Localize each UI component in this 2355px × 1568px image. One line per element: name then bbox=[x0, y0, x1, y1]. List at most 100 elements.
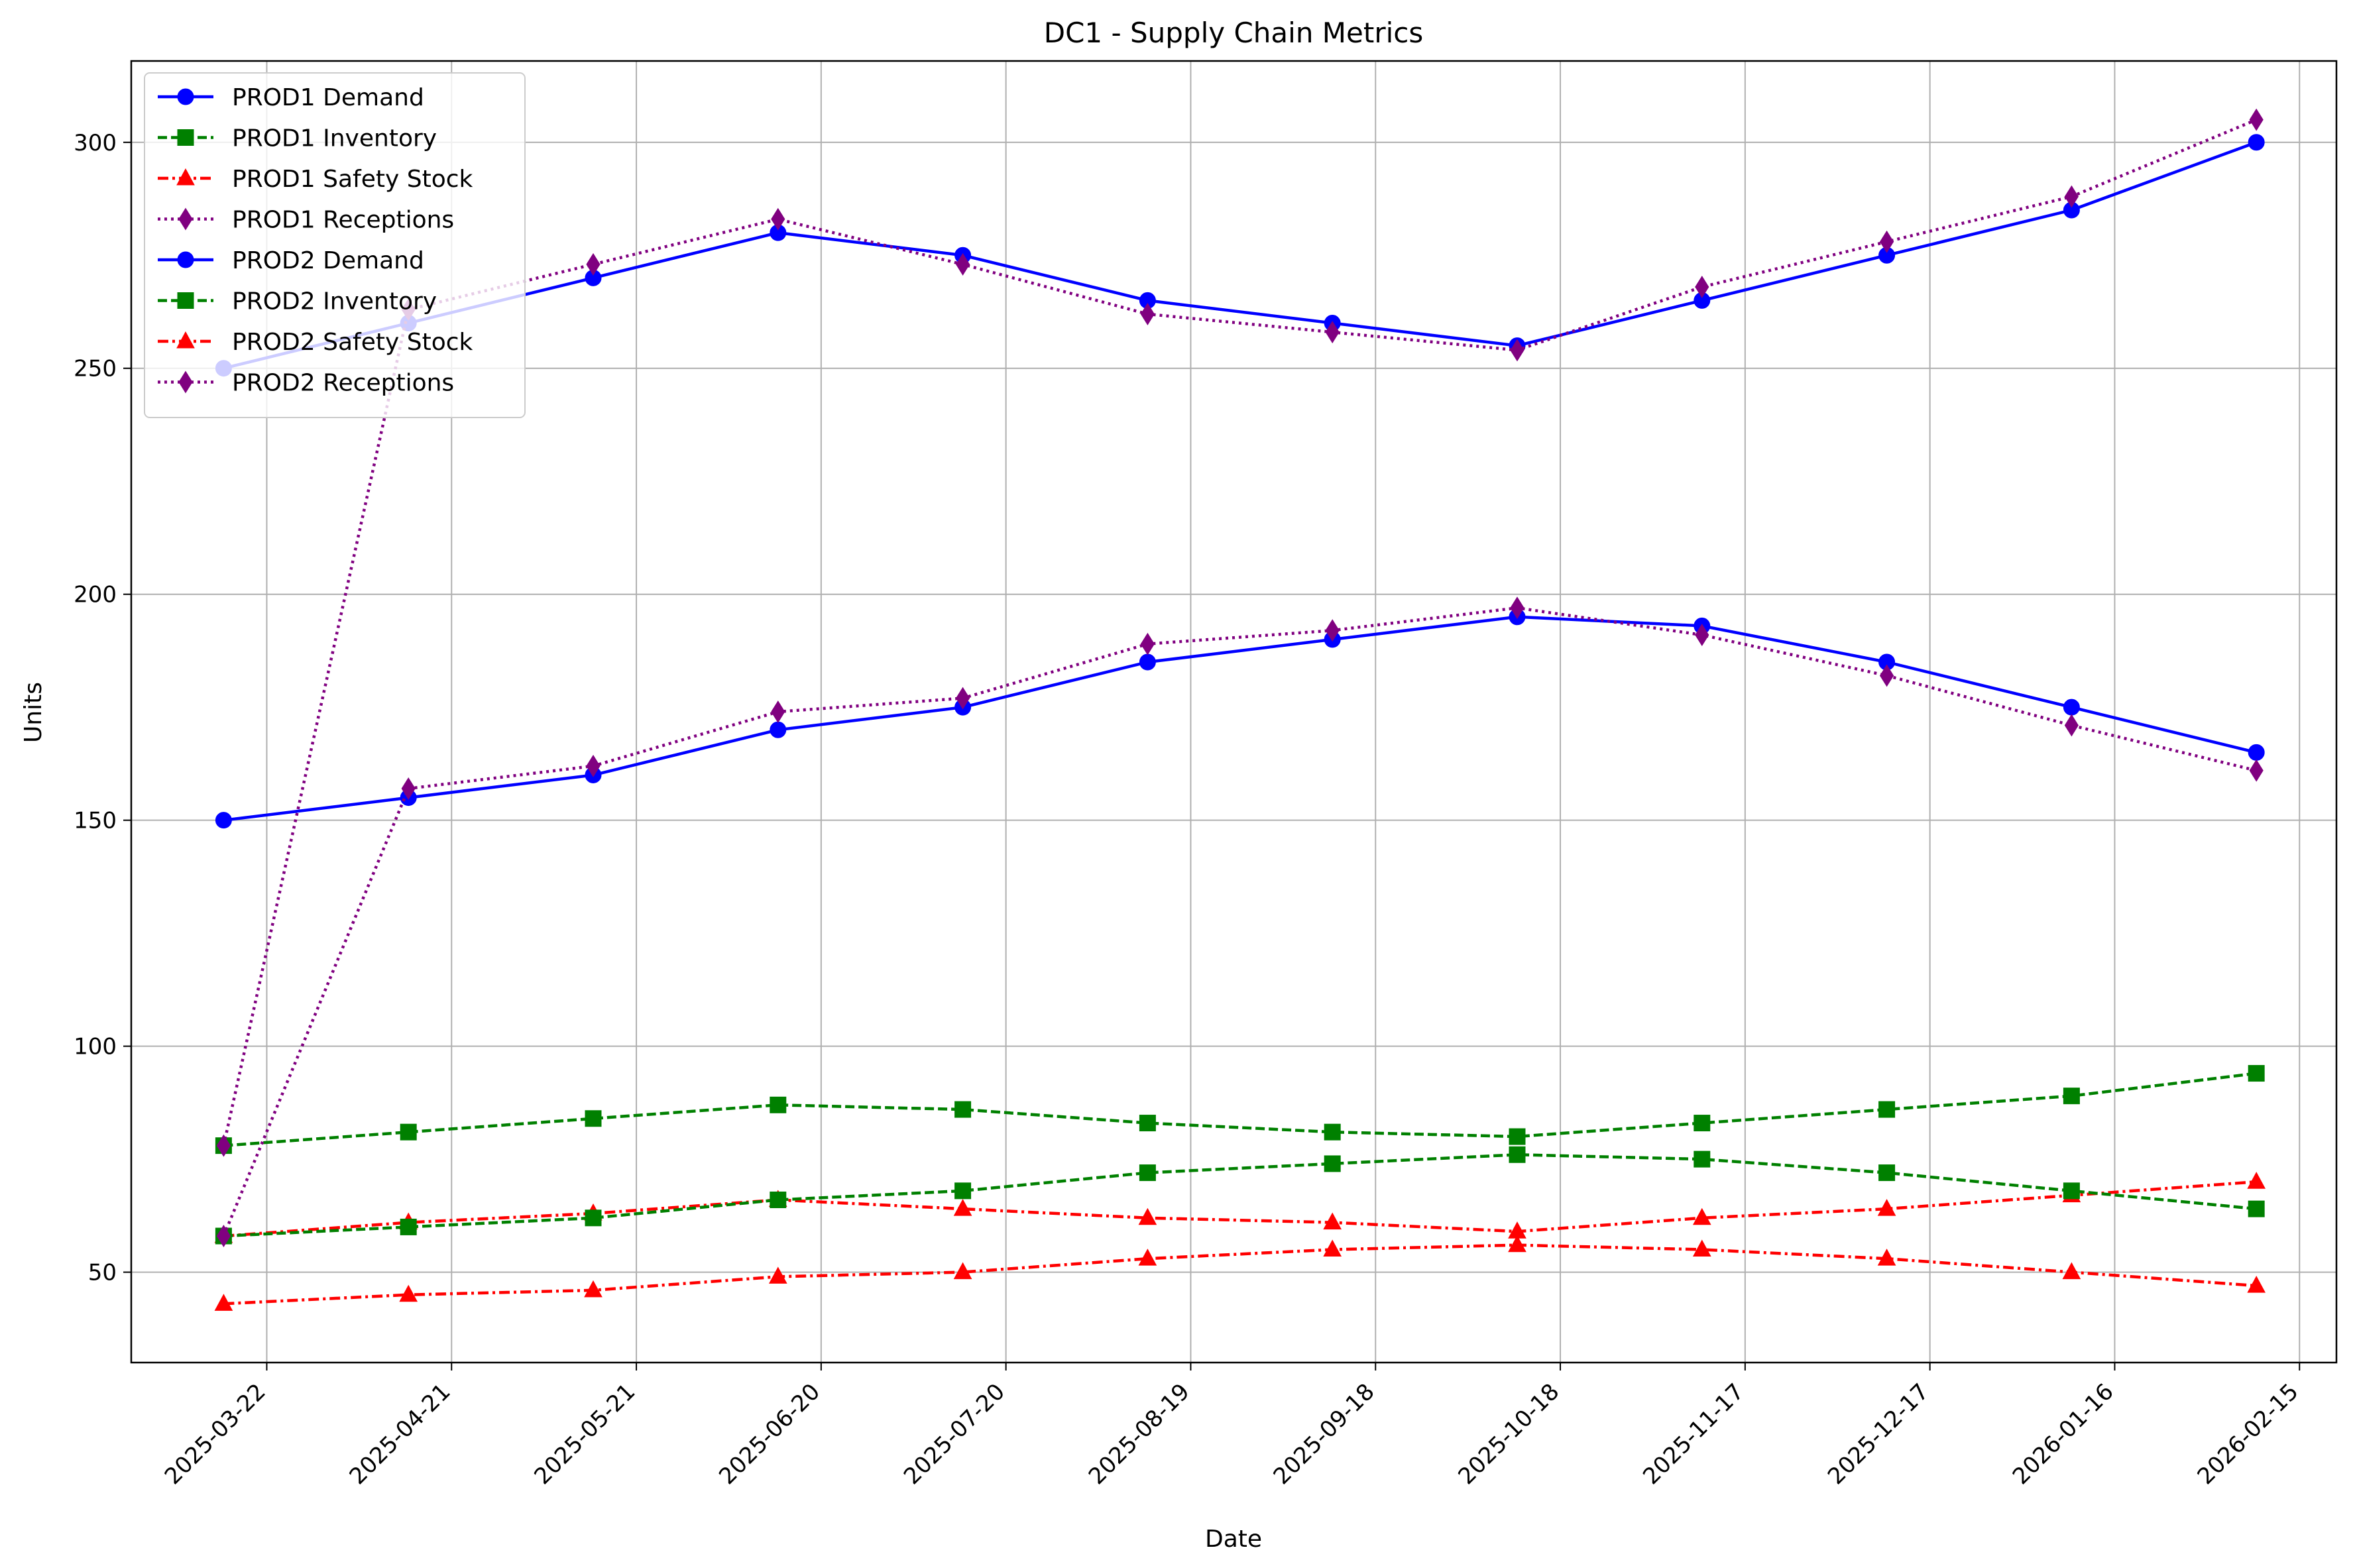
data-point bbox=[399, 1284, 418, 1302]
data-point bbox=[768, 1266, 787, 1284]
legend-marker bbox=[177, 292, 194, 309]
legend-box bbox=[144, 72, 526, 418]
data-point bbox=[215, 812, 232, 829]
y-tick-label: 300 bbox=[74, 130, 117, 156]
data-point bbox=[953, 1262, 972, 1280]
legend-marker bbox=[176, 331, 195, 349]
data-point bbox=[2062, 1262, 2081, 1280]
data-point bbox=[585, 1209, 602, 1227]
legend-label: PROD1 Inventory bbox=[232, 125, 437, 152]
legend-item: PROD1 Receptions bbox=[158, 207, 454, 234]
data-point bbox=[1140, 632, 1155, 655]
legend-label: PROD2 Demand bbox=[232, 247, 424, 274]
data-point bbox=[2064, 714, 2079, 737]
y-tick-label: 150 bbox=[74, 808, 117, 834]
data-point bbox=[2063, 699, 2080, 716]
series-line bbox=[223, 1153, 2257, 1238]
data-point bbox=[400, 1123, 417, 1141]
y-tick-label: 250 bbox=[74, 356, 117, 382]
data-point bbox=[2248, 744, 2265, 761]
legend-label: PROD1 Receptions bbox=[232, 207, 454, 234]
data-point bbox=[2064, 185, 2079, 208]
legend-item: PROD1 Demand bbox=[158, 84, 424, 111]
y-tick-label: 200 bbox=[74, 582, 117, 608]
series-line bbox=[222, 606, 2257, 1237]
data-point bbox=[584, 1280, 603, 1298]
plot-frame bbox=[130, 60, 2338, 1364]
data-point bbox=[1692, 1207, 1711, 1225]
y-axis-label: Units bbox=[20, 682, 47, 743]
data-point bbox=[1695, 624, 1709, 647]
legend-item: PROD2 Safety Stock bbox=[158, 329, 473, 356]
data-point bbox=[2247, 1172, 2266, 1189]
legend-marker bbox=[177, 88, 194, 105]
data-point bbox=[1138, 1207, 1157, 1225]
data-point bbox=[954, 1182, 972, 1200]
data-point bbox=[954, 1101, 972, 1118]
series-line bbox=[223, 1180, 2257, 1238]
data-point bbox=[771, 700, 785, 723]
y-tick-label: 50 bbox=[88, 1260, 117, 1286]
data-point bbox=[586, 754, 601, 777]
data-point bbox=[216, 1134, 231, 1157]
legend-marker bbox=[178, 207, 193, 231]
data-point bbox=[585, 1110, 602, 1127]
data-point bbox=[1508, 1235, 1526, 1253]
data-point bbox=[1139, 1164, 1156, 1182]
data-point bbox=[400, 1218, 417, 1235]
series-prod1-receptions bbox=[216, 108, 2264, 1157]
data-point bbox=[1877, 1249, 1896, 1266]
legend-item: PROD1 Inventory bbox=[158, 125, 437, 152]
legend-item: PROD1 Safety Stock bbox=[158, 166, 473, 193]
series-prod2-inventory bbox=[215, 1146, 2265, 1245]
data-point bbox=[1138, 1249, 1157, 1266]
y-tick-label: 100 bbox=[74, 1034, 117, 1060]
data-point bbox=[1323, 1212, 1342, 1230]
data-point bbox=[956, 252, 970, 276]
legend-marker bbox=[177, 129, 194, 146]
legend-label: PROD2 Inventory bbox=[232, 288, 437, 315]
data-point bbox=[1509, 1146, 1526, 1163]
data-point bbox=[1324, 1123, 1341, 1141]
y-axis-ticks: 50 100 150 200 250 300 bbox=[74, 130, 131, 1286]
data-point bbox=[1510, 596, 1524, 620]
data-point bbox=[2063, 1088, 2080, 1105]
data-point bbox=[1694, 1115, 1711, 1132]
data-point bbox=[770, 1192, 787, 1208]
data-point bbox=[1325, 321, 1340, 344]
legend-label: PROD2 Safety Stock bbox=[232, 329, 473, 356]
data-point bbox=[2248, 1200, 2265, 1217]
data-point bbox=[1695, 276, 1709, 298]
series-line bbox=[222, 118, 2258, 1147]
data-point bbox=[1323, 1239, 1342, 1257]
legend: PROD1 Demand PROD1 Inventory PROD1 Safety … bbox=[144, 72, 526, 418]
data-point bbox=[1878, 1164, 1896, 1182]
data-point bbox=[953, 1199, 972, 1216]
data-point bbox=[956, 687, 970, 710]
data-point bbox=[2063, 1182, 2080, 1200]
data-point bbox=[1694, 1150, 1711, 1168]
data-point bbox=[1140, 302, 1155, 325]
legend-label: PROD1 Demand bbox=[232, 84, 424, 111]
legend-item: PROD2 Demand bbox=[158, 247, 424, 274]
data-point bbox=[1879, 230, 1894, 253]
data-point bbox=[2247, 1276, 2266, 1293]
legend-item: PROD2 Receptions bbox=[158, 370, 454, 397]
data-point bbox=[1510, 339, 1524, 362]
series-line bbox=[223, 1072, 2257, 1147]
data-point bbox=[216, 1225, 231, 1247]
data-point bbox=[1139, 1115, 1156, 1132]
series-line bbox=[223, 615, 2257, 822]
data-point bbox=[1325, 619, 1340, 642]
data-point bbox=[2248, 1065, 2265, 1082]
x-axis-label: Date bbox=[1205, 1526, 1262, 1553]
data-point bbox=[1879, 664, 1894, 687]
data-point bbox=[1692, 1239, 1711, 1257]
data-point bbox=[2249, 108, 2264, 131]
data-point bbox=[1509, 1128, 1526, 1145]
data-point bbox=[1324, 1155, 1341, 1172]
legend-label: PROD1 Safety Stock bbox=[232, 166, 473, 193]
data-point bbox=[401, 777, 416, 800]
